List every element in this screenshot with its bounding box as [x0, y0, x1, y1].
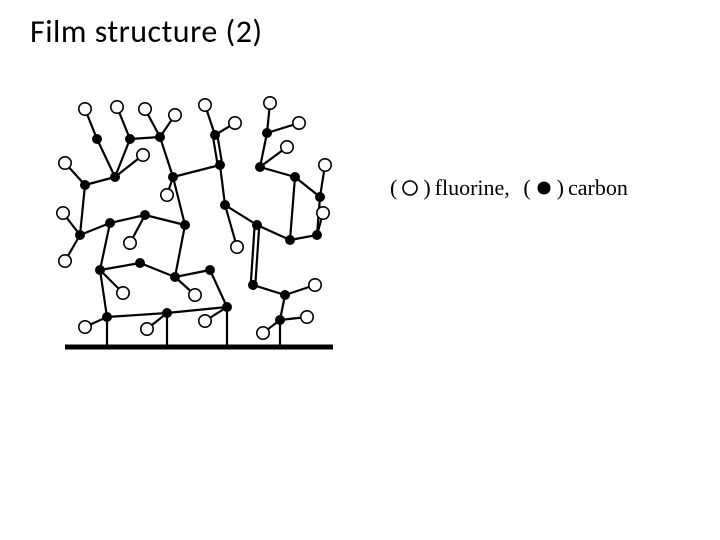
carbon-icon	[535, 179, 553, 197]
page-title: Film structure (2)	[30, 12, 263, 51]
legend-fluorine-label: fluorine,	[435, 175, 510, 201]
molecular-structure-svg	[55, 95, 345, 365]
molecular-diagram	[55, 95, 345, 365]
legend: ( ) fluorine, ( ) carbon	[390, 175, 628, 201]
paren-open-2: (	[523, 175, 530, 201]
paren-open: (	[390, 175, 397, 201]
slide: Film structure (2) ( ) fluorine, ( ) car…	[0, 0, 720, 540]
paren-close-2: )	[557, 175, 564, 201]
legend-carbon-label: carbon	[568, 175, 628, 201]
fluorine-icon	[401, 179, 419, 197]
spacer	[514, 175, 520, 201]
paren-close: )	[423, 175, 430, 201]
